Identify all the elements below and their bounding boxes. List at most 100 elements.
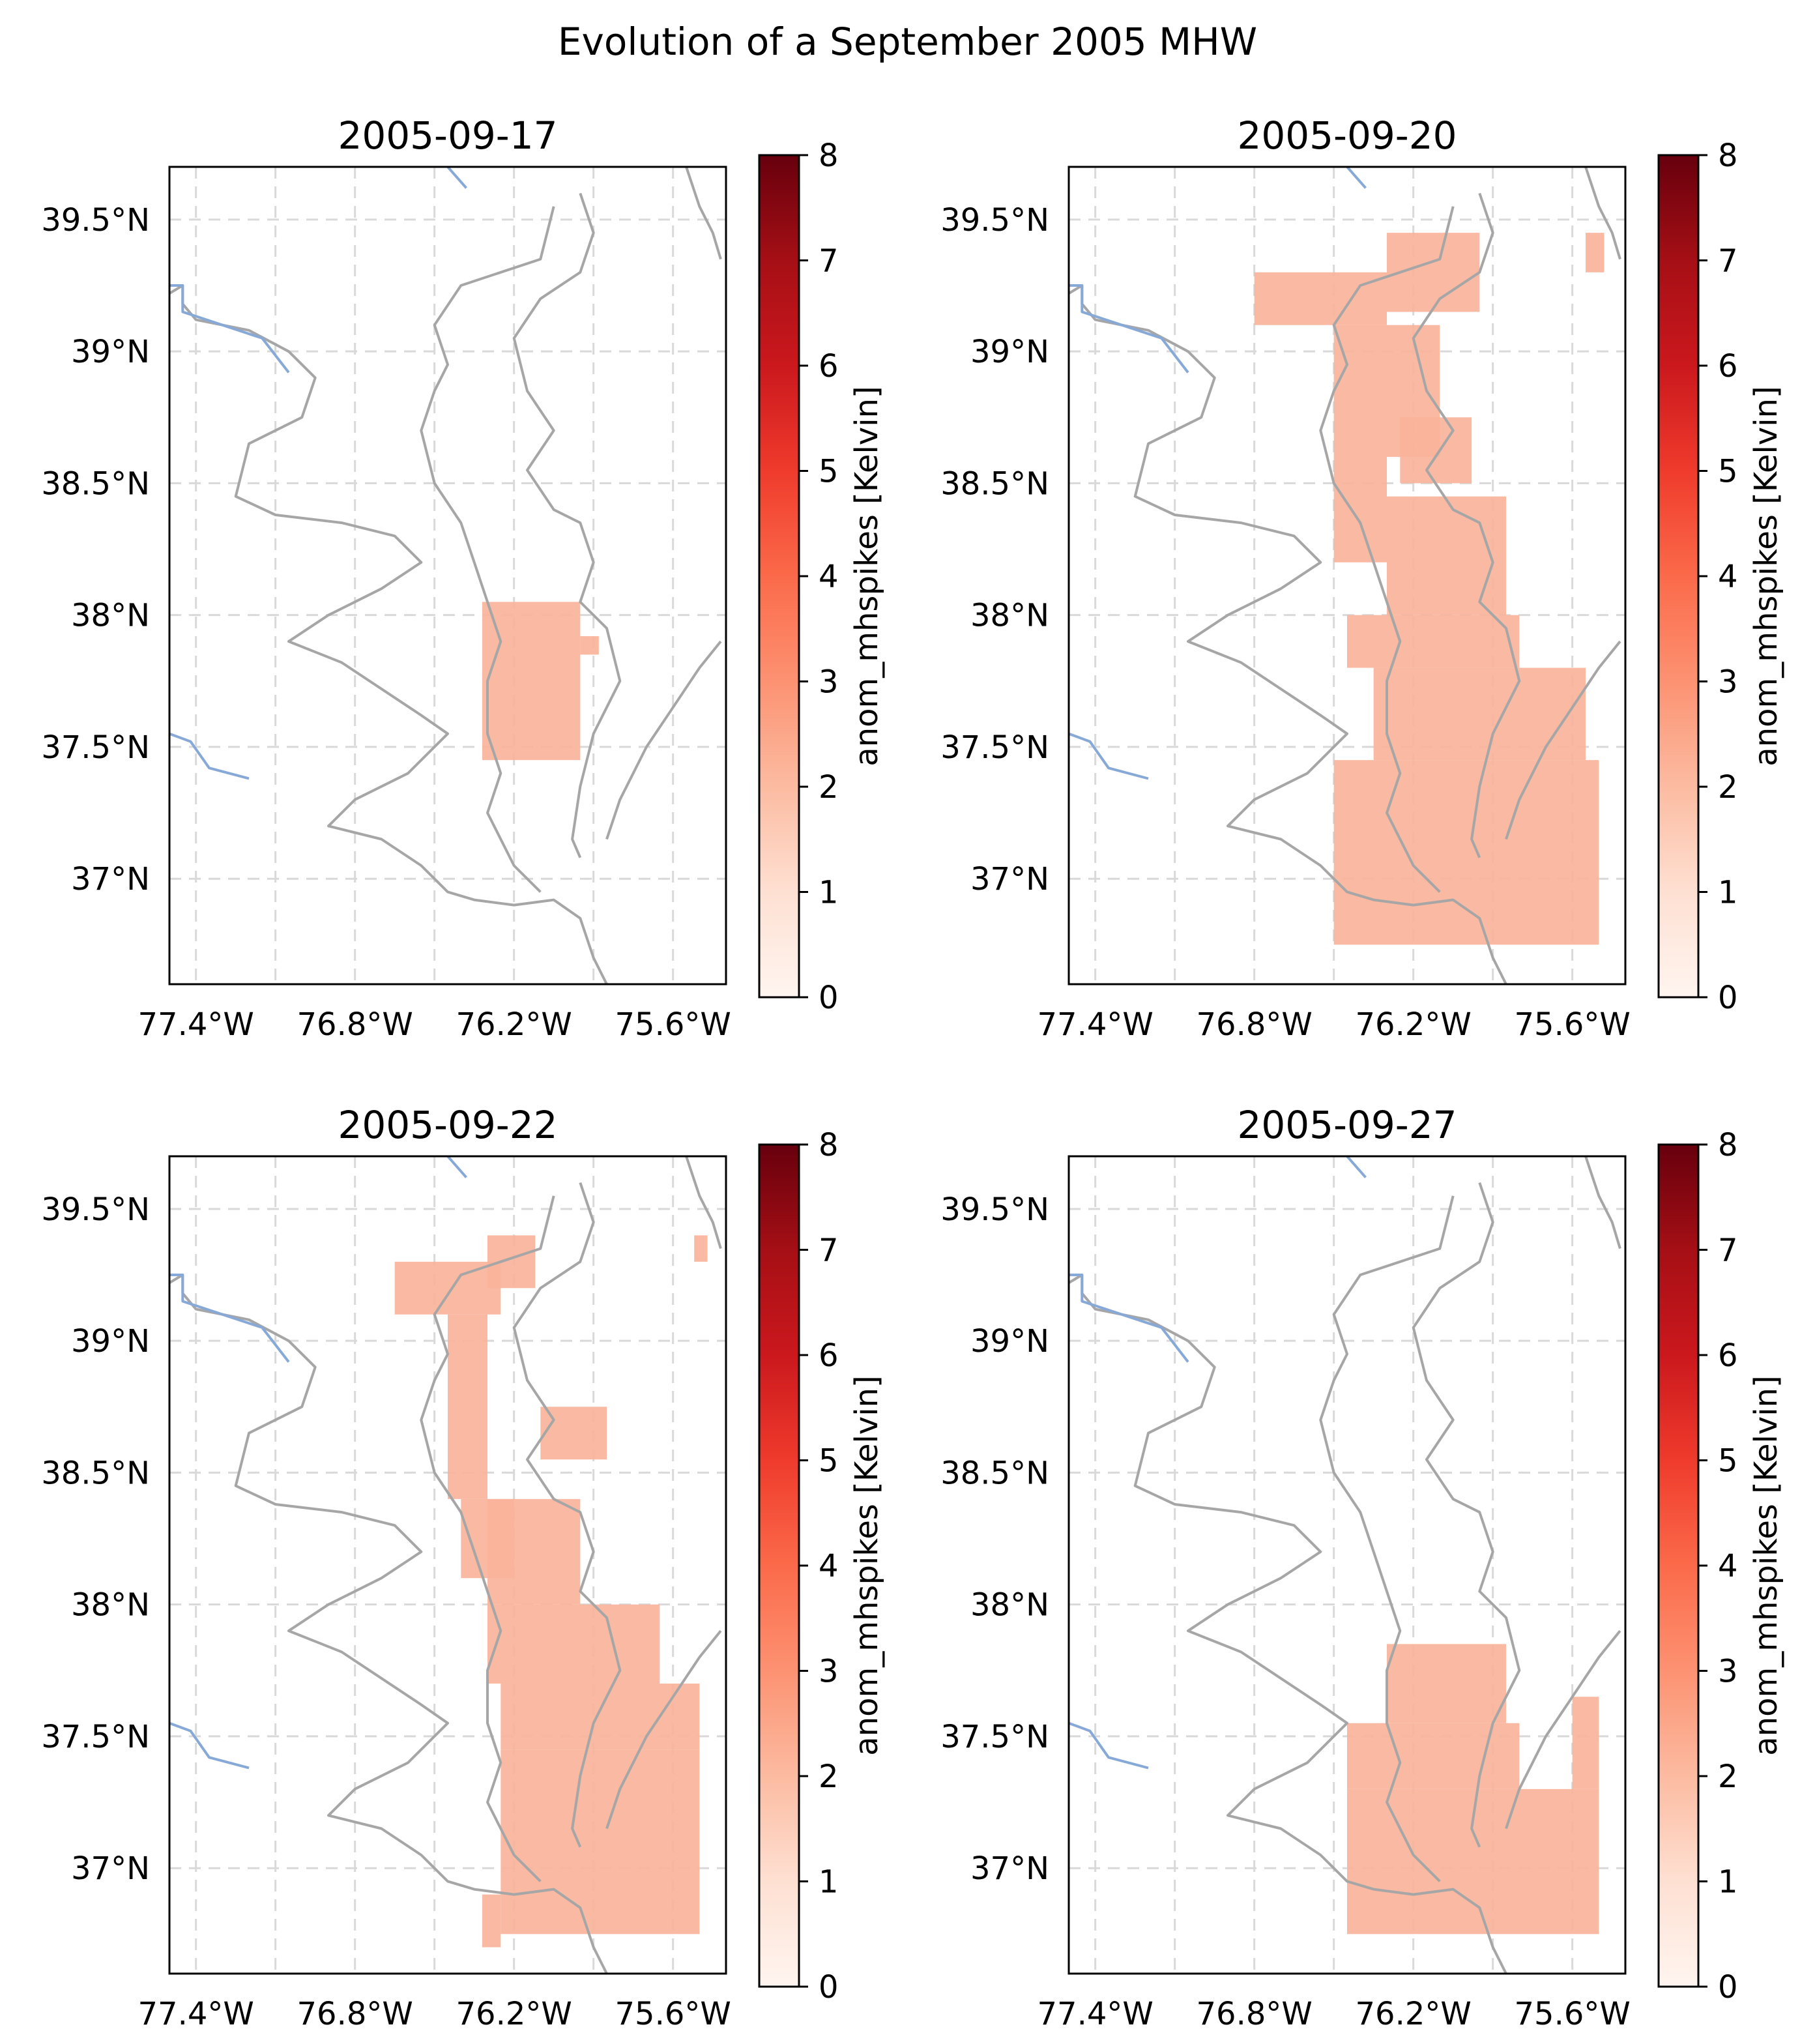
anomaly-cell <box>1347 1788 1599 1934</box>
coastline <box>1505 1629 1621 1830</box>
coastline <box>512 192 622 858</box>
river <box>1069 1721 1149 1770</box>
anomaly-cell <box>1347 615 1520 668</box>
colorbar-tick-label: 5 <box>819 1443 839 1480</box>
coastline <box>1069 284 1507 984</box>
x-tick-label: 76.8°W <box>297 1006 413 1043</box>
y-tick-label: 37°N <box>71 1850 150 1887</box>
x-tick-label: 77.4°W <box>138 1006 254 1043</box>
colorbar-tick-label: 6 <box>819 1337 839 1374</box>
colorbar: 0 1 2 3 4 5 6 7 8 anom_mhspikes [Kelvin] <box>758 138 885 1016</box>
anomaly-cell <box>1333 760 1599 945</box>
x-tick-label: 76.2°W <box>456 1006 572 1043</box>
colorbar-label: anom_mhspikes [Kelvin] <box>1748 386 1784 766</box>
colorbar-tick-label: 6 <box>1718 1337 1738 1374</box>
colorbar-tick-label: 0 <box>819 1969 839 2006</box>
anomaly-cell <box>487 1604 660 1684</box>
colorbar-tick-label: 8 <box>819 1127 839 1163</box>
coastline <box>169 1274 608 1974</box>
colorbar-tick-label: 2 <box>1718 1759 1738 1795</box>
colorbar-tick-label: 8 <box>1718 1127 1738 1163</box>
colorbar-tick-label: 5 <box>1718 1443 1738 1480</box>
colorbar-tick-label: 5 <box>1718 454 1738 490</box>
river <box>1069 284 1189 373</box>
colorbar-label: anom_mhspikes [Kelvin] <box>849 386 885 766</box>
colorbar: 0 1 2 3 4 5 6 7 8 anom_mhspikes [Kelvin] <box>1657 1127 1784 2006</box>
map-area <box>1069 167 1625 984</box>
x-tick-label: 76.2°W <box>1355 1996 1471 2032</box>
anomaly-cell <box>1387 1644 1506 1723</box>
axes-frame <box>1067 1155 1627 1975</box>
coastline <box>1412 192 1521 858</box>
y-tick-label: 38.5°N <box>940 465 1049 502</box>
y-tick-label: 37.5°N <box>41 729 150 766</box>
panel-title: 2005-09-22 <box>338 1103 557 1147</box>
river <box>1346 1156 1367 1178</box>
x-tick-label: 76.2°W <box>456 1996 572 2032</box>
coastline <box>1505 640 1621 840</box>
anomaly-cell <box>694 1235 708 1262</box>
y-tick-label: 39°N <box>71 1323 150 1360</box>
map-area <box>169 167 726 984</box>
colorbar-tick-label: 5 <box>819 454 839 490</box>
y-tick-label: 39°N <box>970 334 1049 370</box>
coastline <box>1584 167 1621 260</box>
colorbar-tick-label: 2 <box>819 1759 839 1795</box>
y-tick-label: 38.5°N <box>41 1455 150 1491</box>
river <box>169 284 290 373</box>
coastline <box>605 640 722 840</box>
colorbar-tick-label: 8 <box>819 138 839 174</box>
colorbar: 0 1 2 3 4 5 6 7 8 anom_mhspikes [Kelvin] <box>1657 138 1784 1016</box>
axes-frame <box>1067 166 1627 986</box>
colorbar-tick-label: 7 <box>819 243 839 280</box>
x-tick-label: 75.6°W <box>1514 1996 1630 2032</box>
coastline <box>685 167 722 260</box>
coastline <box>1319 206 1455 893</box>
y-tick-label: 39.5°N <box>940 202 1049 239</box>
coastline <box>420 206 555 893</box>
y-tick-label: 38.5°N <box>940 1455 1049 1491</box>
y-tick-label: 38°N <box>970 598 1049 634</box>
y-tick-label: 38.5°N <box>41 465 150 502</box>
colorbar-tick-label: 3 <box>819 1654 839 1690</box>
anomaly-cell <box>1254 272 1387 325</box>
x-tick-label: 77.4°W <box>138 1996 254 2032</box>
colorbar-tick-label: 2 <box>819 769 839 806</box>
y-tick-label: 38°N <box>71 1587 150 1624</box>
anomaly-cell <box>1333 456 1387 562</box>
anomaly-cell <box>394 1261 501 1315</box>
y-tick-label: 38°N <box>71 598 150 634</box>
y-tick-label: 37°N <box>970 1850 1049 1887</box>
colorbar-tick-label: 1 <box>819 1864 839 1901</box>
y-tick-label: 39°N <box>970 1323 1049 1360</box>
y-tick-label: 38°N <box>970 1587 1049 1624</box>
colorbar-tick-label: 3 <box>1718 1654 1738 1690</box>
colorbar-tick-label: 1 <box>819 875 839 911</box>
colorbar-tick-label: 0 <box>819 980 839 1016</box>
anomaly-cell <box>487 1235 536 1289</box>
anomaly-cell <box>580 636 599 655</box>
colorbar-gradient <box>758 154 800 999</box>
anomaly-cell <box>1387 496 1506 615</box>
x-tick-label: 77.4°W <box>1037 1006 1153 1043</box>
coastline <box>1584 1156 1621 1249</box>
y-tick-label: 39.5°N <box>940 1191 1049 1228</box>
colorbar-label: anom_mhspikes [Kelvin] <box>1748 1375 1784 1755</box>
y-tick-label: 39°N <box>71 334 150 370</box>
coastline <box>512 1182 622 1848</box>
y-tick-label: 37.5°N <box>940 729 1049 766</box>
y-tick-label: 37°N <box>970 861 1049 898</box>
coastline <box>1069 1274 1507 1974</box>
panel-title: 2005-09-27 <box>1237 1103 1457 1147</box>
colorbar-tick-label: 0 <box>1718 980 1738 1016</box>
panel-title: 2005-09-17 <box>338 113 557 158</box>
x-tick-label: 76.8°W <box>297 1996 413 2032</box>
colorbar-gradient <box>758 1143 800 1988</box>
axes-frame <box>168 166 727 986</box>
river <box>1069 732 1149 780</box>
colorbar-tick-label: 3 <box>1718 664 1738 701</box>
river <box>169 1721 250 1770</box>
